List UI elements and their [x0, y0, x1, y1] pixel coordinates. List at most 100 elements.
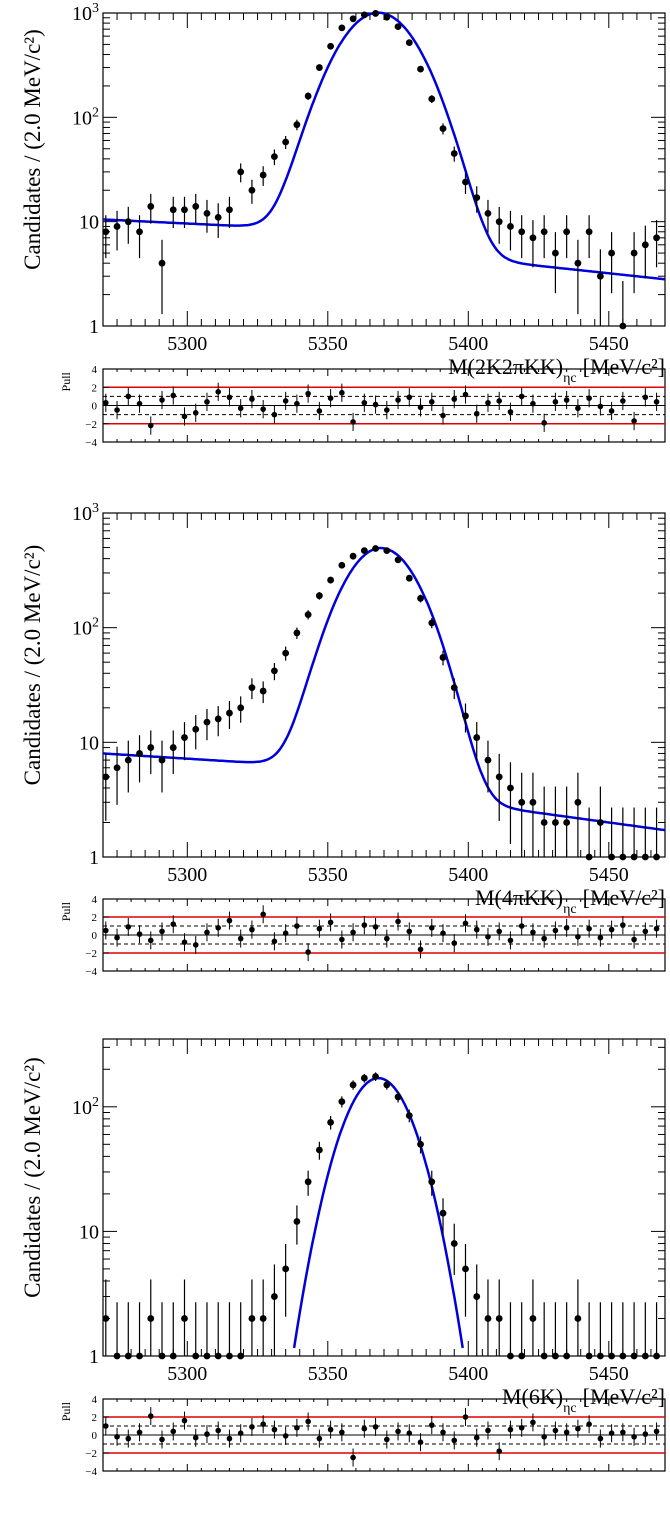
pull-point [507, 1426, 514, 1433]
data-point [405, 39, 413, 47]
pull-point [192, 942, 199, 948]
data-point [147, 203, 155, 210]
pull-point [406, 1430, 413, 1436]
data-point [259, 171, 267, 179]
data-point [630, 249, 638, 257]
pull-point [496, 1448, 503, 1454]
pull-point [586, 395, 592, 402]
y-tick-exp: 3 [92, 501, 99, 516]
data-point [596, 272, 604, 280]
pull-point [215, 389, 222, 395]
pull-point [552, 399, 559, 405]
pull-point [473, 926, 480, 933]
x-title-sub: ηc [563, 371, 577, 386]
data-point [619, 853, 627, 861]
data-point [192, 1352, 200, 1360]
pull-point [260, 406, 266, 412]
x-title-units: [MeV/c²] [583, 1384, 665, 1409]
pull-point [653, 399, 660, 405]
data-point [439, 654, 447, 661]
data-point [417, 65, 424, 73]
data-point [181, 734, 188, 741]
pull-point [294, 400, 300, 407]
data-point [147, 744, 155, 751]
pull-point [575, 1425, 581, 1432]
pull-point [496, 928, 503, 935]
data-point [315, 64, 323, 71]
data-point [596, 819, 604, 826]
data-point [585, 1352, 593, 1360]
pull-point [440, 412, 446, 419]
pull-point [159, 397, 165, 403]
data-point [473, 194, 481, 202]
x-title-units: [MeV/c²] [583, 885, 665, 910]
data-point [450, 150, 458, 157]
pull-point [192, 1434, 199, 1441]
data-point [394, 1093, 402, 1101]
data-point [641, 241, 649, 249]
pull-point [249, 396, 255, 402]
pull-point [372, 401, 379, 408]
data-point [327, 42, 335, 50]
data-point [450, 684, 458, 692]
data-point [653, 853, 660, 861]
y-tick-label: 10 [79, 732, 99, 754]
data-point [327, 1118, 335, 1126]
data-point [203, 718, 211, 726]
data-point [293, 629, 301, 637]
pull-point [159, 928, 165, 935]
x-axis-title: M(6K)ηc [MeV/c²] [502, 1384, 665, 1416]
pull-point [462, 1414, 469, 1420]
y-tick-label: 102 [72, 105, 99, 129]
pull-point [125, 1435, 132, 1442]
data-point [630, 1352, 638, 1360]
data-point [383, 1081, 391, 1089]
data-point [608, 853, 616, 861]
data-point [619, 322, 627, 330]
data-point [552, 1352, 559, 1360]
data-point [394, 23, 402, 31]
data-point [383, 547, 391, 554]
y-tick-label: 10 [79, 1221, 99, 1243]
data-point [136, 1352, 143, 1360]
data-point [439, 125, 447, 132]
pull-point [226, 917, 233, 924]
pull-point [237, 935, 244, 942]
data-point [293, 1218, 301, 1225]
data-point [552, 249, 559, 257]
pull-tick-label: 4 [92, 1394, 98, 1406]
pull-point [282, 398, 289, 404]
pull-point [597, 403, 604, 410]
data-point [237, 704, 245, 712]
data-point [102, 773, 110, 781]
data-point [192, 203, 200, 210]
pull-point [372, 924, 379, 930]
pull-tick-label: 0 [92, 930, 98, 942]
pull-point [170, 392, 177, 399]
pull-tick-label: 0 [92, 401, 98, 413]
data-point [360, 1074, 368, 1082]
pull-point [440, 1429, 446, 1436]
pull-point [631, 418, 637, 424]
pull-point [485, 399, 491, 406]
pull-point [204, 399, 210, 405]
data-point [158, 756, 166, 764]
pull-point [305, 390, 311, 397]
data-point [226, 1352, 233, 1360]
data-point [271, 667, 278, 675]
data-point [540, 228, 548, 236]
pull-tick-label: 2 [92, 1412, 98, 1424]
data-point [619, 1352, 627, 1360]
pull-point [507, 409, 514, 415]
data-point [293, 121, 301, 129]
data-point [641, 1352, 649, 1360]
data-point [372, 10, 379, 17]
pull-point [204, 929, 210, 936]
pull-point [462, 920, 469, 927]
pull-point [294, 923, 300, 929]
pull-point [642, 1431, 649, 1437]
x-tick-label: 5300 [167, 864, 207, 886]
pull-point [428, 399, 435, 405]
data-point [417, 594, 424, 602]
